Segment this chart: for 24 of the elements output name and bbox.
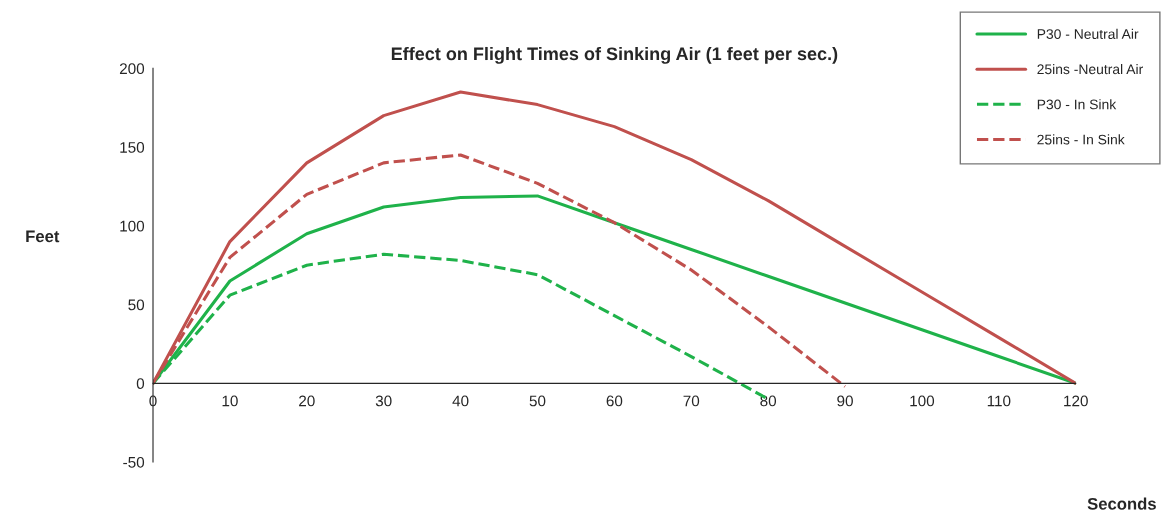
legend-label: 25ins -Neutral Air (1037, 63, 1143, 75)
x-tick-label: 100 (910, 395, 935, 407)
x-tick-label: 120 (1064, 395, 1088, 407)
x-axis-title: Seconds (1087, 497, 1156, 510)
x-tick-label: 50 (529, 395, 546, 407)
y-tick-label: 0 (136, 378, 145, 390)
y-axis-title: Feet (26, 230, 60, 243)
x-tick-label: 60 (606, 395, 623, 407)
x-tick-label: 30 (375, 395, 392, 407)
y-tick-label: -50 (123, 456, 145, 468)
legend-label: P30 - Neutral Air (1037, 28, 1139, 39)
x-tick-label: 20 (299, 395, 315, 407)
chart-title: Effect on Flight Times of Sinking Air (1 feet per sec.) (391, 46, 838, 64)
x-tick-label: 40 (452, 395, 469, 407)
y-tick-label: 100 (120, 220, 145, 232)
legend-label: P30 - In Sink (1037, 99, 1117, 110)
x-tick-label: 10 (222, 395, 238, 407)
x-tick-label: 90 (837, 395, 853, 407)
legend-label: 25ins - In Sink (1037, 134, 1125, 145)
y-tick-label: 50 (128, 299, 145, 311)
y-tick-label: 200 (119, 63, 145, 75)
y-tick-label: 150 (120, 141, 145, 153)
x-tick-label: 110 (987, 395, 1011, 407)
x-tick-label: 70 (683, 395, 700, 407)
